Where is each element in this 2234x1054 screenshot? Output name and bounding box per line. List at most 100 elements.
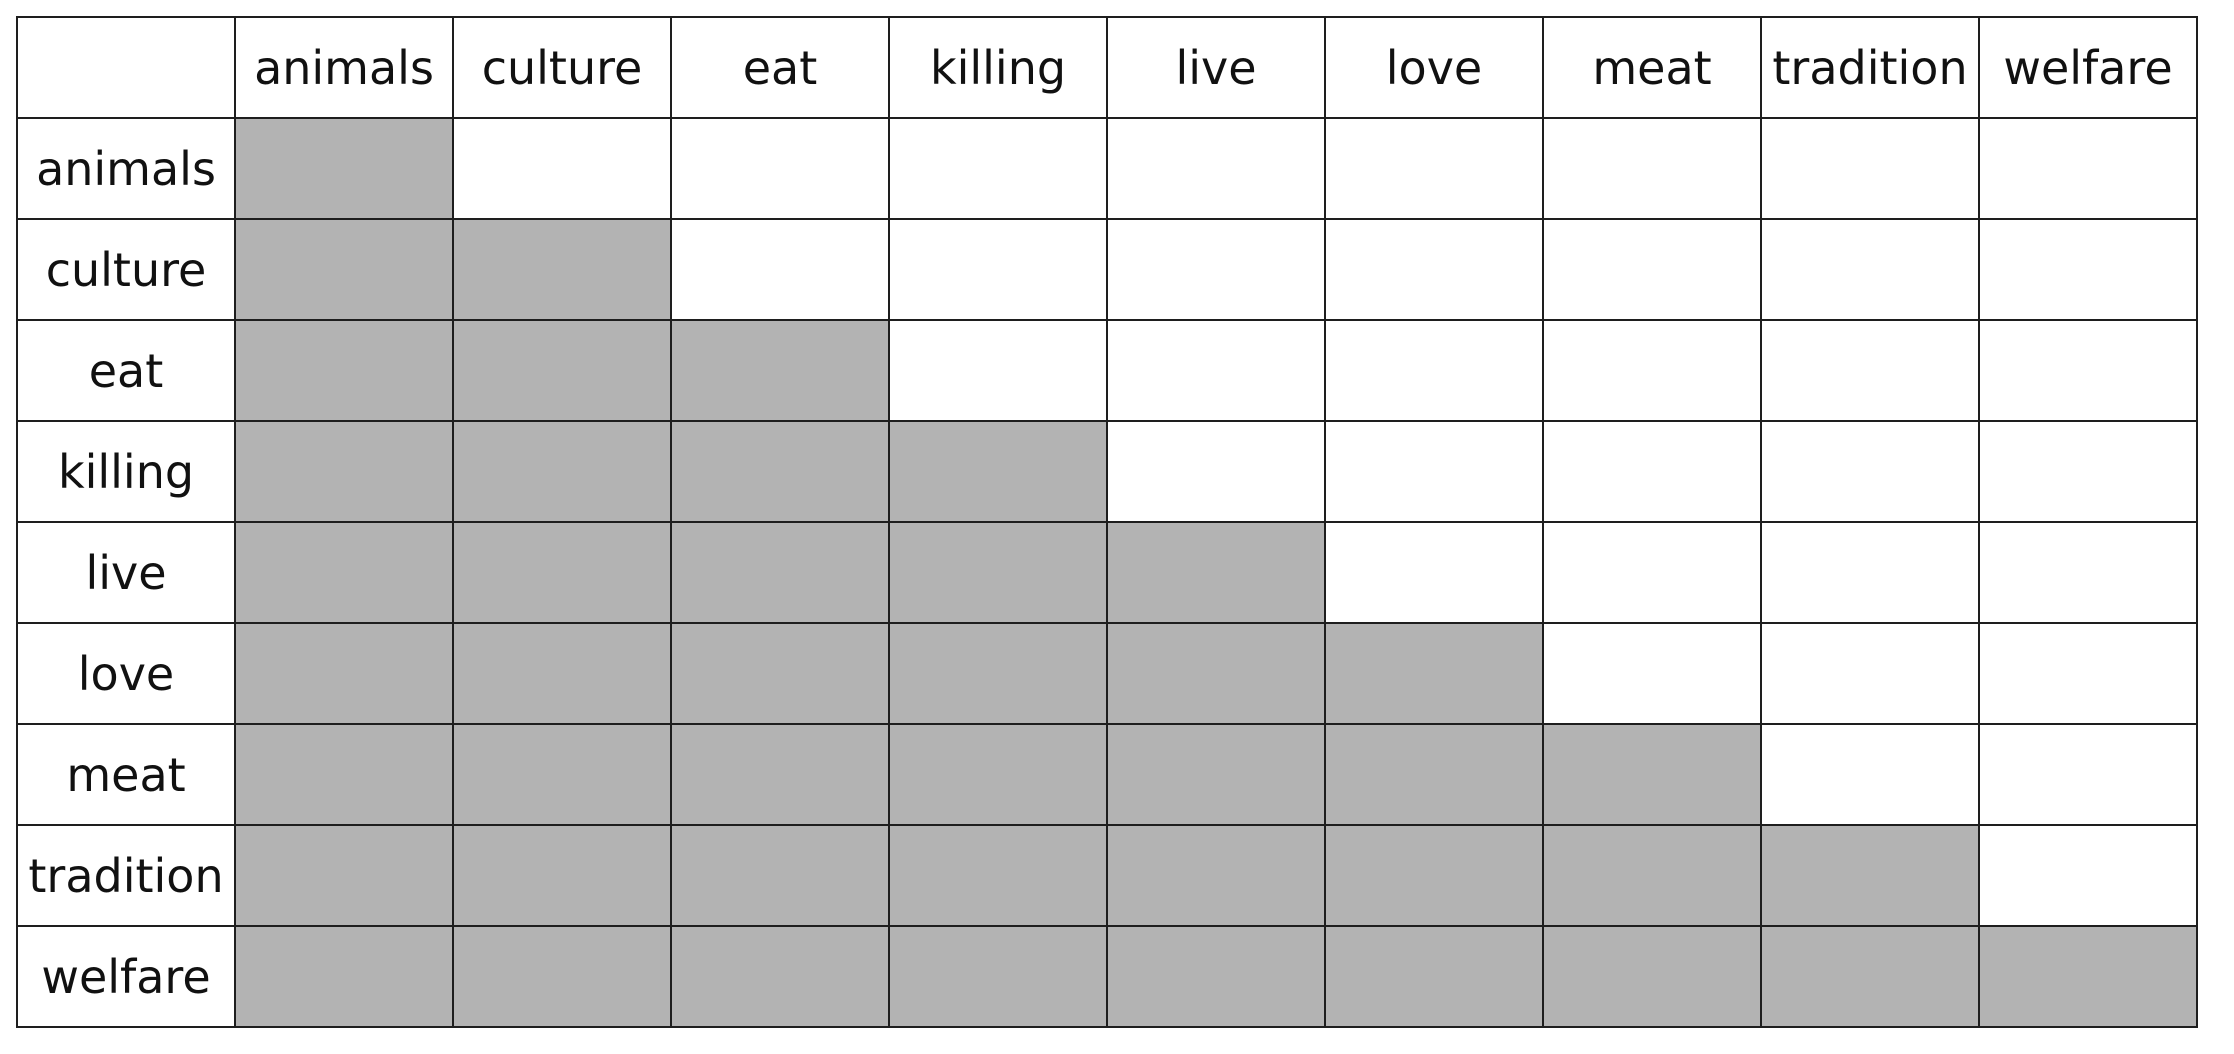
filled-cell-eat-animals <box>234 319 454 422</box>
empty-cell-culture-eat <box>670 218 890 321</box>
filled-cell-culture-animals <box>234 218 454 321</box>
column-header-love: love <box>1324 16 1544 119</box>
empty-cell-love-welfare <box>1978 622 2198 725</box>
filled-cell-welfare-tradition <box>1760 925 1980 1028</box>
filled-cell-love-culture <box>452 622 672 725</box>
row-header-animals: animals <box>16 117 236 220</box>
filled-cell-live-killing <box>888 521 1108 624</box>
row-header-live: live <box>16 521 236 624</box>
filled-cell-killing-animals <box>234 420 454 523</box>
column-header-animals: animals <box>234 16 454 119</box>
filled-cell-tradition-meat <box>1542 824 1762 927</box>
filled-cell-love-love <box>1324 622 1544 725</box>
filled-cell-welfare-live <box>1106 925 1326 1028</box>
matrix-row: culture <box>16 218 2198 321</box>
empty-cell-eat-welfare <box>1978 319 2198 422</box>
column-header-eat: eat <box>670 16 890 119</box>
empty-cell-animals-culture <box>452 117 672 220</box>
empty-cell-eat-killing <box>888 319 1108 422</box>
empty-cell-eat-love <box>1324 319 1544 422</box>
empty-cell-eat-live <box>1106 319 1326 422</box>
row-header-welfare: welfare <box>16 925 236 1028</box>
filled-cell-welfare-eat <box>670 925 890 1028</box>
empty-cell-love-tradition <box>1760 622 1980 725</box>
row-header-eat: eat <box>16 319 236 422</box>
filled-cell-welfare-meat <box>1542 925 1762 1028</box>
filled-cell-love-animals <box>234 622 454 725</box>
filled-cell-meat-eat <box>670 723 890 826</box>
empty-cell-animals-eat <box>670 117 890 220</box>
matrix-row: love <box>16 622 2198 725</box>
filled-cell-welfare-welfare <box>1978 925 2198 1028</box>
matrix-row: eat <box>16 319 2198 422</box>
empty-cell-live-welfare <box>1978 521 2198 624</box>
filled-cell-meat-animals <box>234 723 454 826</box>
filled-cell-meat-culture <box>452 723 672 826</box>
filled-cell-welfare-culture <box>452 925 672 1028</box>
column-header-live: live <box>1106 16 1326 119</box>
matrix-row: killing <box>16 420 2198 523</box>
empty-cell-animals-welfare <box>1978 117 2198 220</box>
filled-cell-meat-killing <box>888 723 1108 826</box>
filled-cell-love-live <box>1106 622 1326 725</box>
empty-cell-eat-tradition <box>1760 319 1980 422</box>
matrix-body: animals culture eat killing live love meat trad… <box>16 117 2198 1028</box>
empty-cell-animals-live <box>1106 117 1326 220</box>
empty-cell-meat-tradition <box>1760 723 1980 826</box>
filled-cell-live-animals <box>234 521 454 624</box>
filled-cell-meat-meat <box>1542 723 1762 826</box>
empty-cell-culture-tradition <box>1760 218 1980 321</box>
empty-cell-culture-killing <box>888 218 1108 321</box>
matrix-row: meat <box>16 723 2198 826</box>
empty-cell-animals-meat <box>1542 117 1762 220</box>
empty-cell-killing-meat <box>1542 420 1762 523</box>
filled-cell-welfare-love <box>1324 925 1544 1028</box>
empty-cell-love-meat <box>1542 622 1762 725</box>
filled-cell-tradition-animals <box>234 824 454 927</box>
empty-cell-tradition-welfare <box>1978 824 2198 927</box>
header-row: animals culture eat killing live love me… <box>16 16 2198 119</box>
filled-cell-meat-live <box>1106 723 1326 826</box>
filled-cell-tradition-live <box>1106 824 1326 927</box>
filled-cell-love-eat <box>670 622 890 725</box>
column-header-meat: meat <box>1542 16 1762 119</box>
matrix-row: tradition <box>16 824 2198 927</box>
row-header-love: love <box>16 622 236 725</box>
empty-cell-animals-love <box>1324 117 1544 220</box>
filled-cell-eat-culture <box>452 319 672 422</box>
empty-cell-animals-killing <box>888 117 1108 220</box>
filled-cell-live-eat <box>670 521 890 624</box>
filled-cell-tradition-love <box>1324 824 1544 927</box>
filled-cell-eat-eat <box>670 319 890 422</box>
filled-cell-culture-culture <box>452 218 672 321</box>
empty-cell-culture-live <box>1106 218 1326 321</box>
column-header-tradition: tradition <box>1760 16 1980 119</box>
filled-cell-meat-love <box>1324 723 1544 826</box>
corner-cell <box>16 16 236 119</box>
matrix-row: welfare <box>16 925 2198 1028</box>
row-header-tradition: tradition <box>16 824 236 927</box>
empty-cell-killing-tradition <box>1760 420 1980 523</box>
empty-cell-eat-meat <box>1542 319 1762 422</box>
row-header-meat: meat <box>16 723 236 826</box>
empty-cell-killing-welfare <box>1978 420 2198 523</box>
filled-cell-tradition-eat <box>670 824 890 927</box>
empty-cell-animals-tradition <box>1760 117 1980 220</box>
empty-cell-culture-meat <box>1542 218 1762 321</box>
filled-cell-love-killing <box>888 622 1108 725</box>
empty-cell-killing-live <box>1106 420 1326 523</box>
filled-cell-tradition-tradition <box>1760 824 1980 927</box>
filled-cell-live-live <box>1106 521 1326 624</box>
filled-cell-killing-eat <box>670 420 890 523</box>
filled-cell-killing-killing <box>888 420 1108 523</box>
matrix-row: animals <box>16 117 2198 220</box>
empty-cell-killing-love <box>1324 420 1544 523</box>
empty-cell-live-tradition <box>1760 521 1980 624</box>
filled-cell-welfare-killing <box>888 925 1108 1028</box>
filled-cell-killing-culture <box>452 420 672 523</box>
empty-cell-live-meat <box>1542 521 1762 624</box>
filled-cell-welfare-animals <box>234 925 454 1028</box>
empty-cell-culture-welfare <box>1978 218 2198 321</box>
filled-cell-tradition-killing <box>888 824 1108 927</box>
row-header-killing: killing <box>16 420 236 523</box>
